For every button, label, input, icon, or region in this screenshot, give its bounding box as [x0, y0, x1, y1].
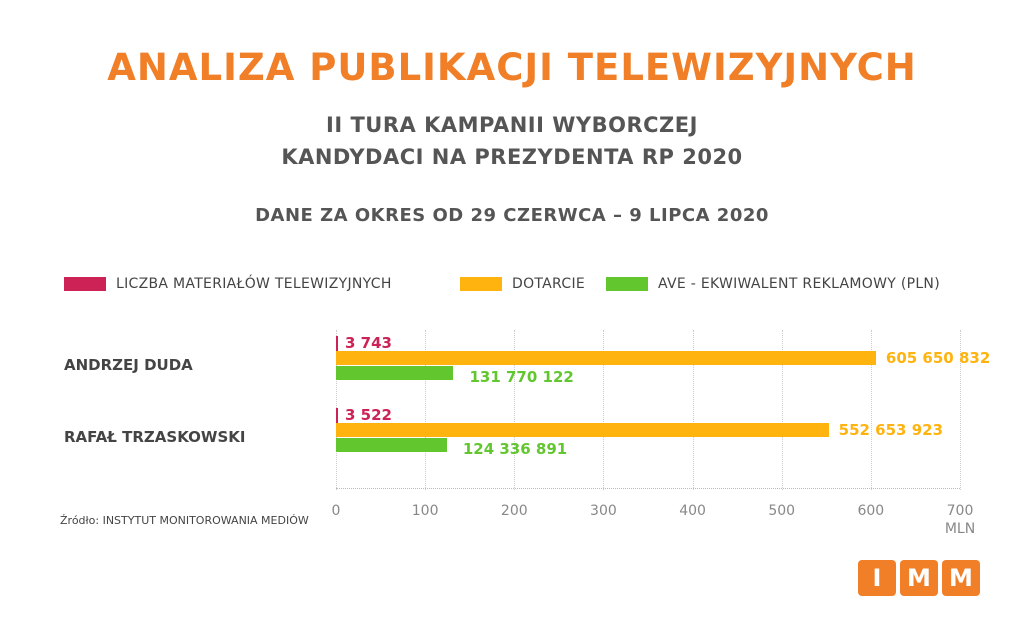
legend-item: AVE - EKWIWALENT REKLAMOWY (PLN) [606, 275, 940, 293]
gridline [870, 330, 872, 490]
legend-label: DOTARCIE [512, 276, 586, 292]
chart-title: ANALIZA PUBLIKACJI TELEWIZYJNYCH [107, 46, 917, 89]
legend-swatch [460, 277, 502, 291]
data-label: 3 743 [345, 334, 392, 352]
x-unit-label: MLN [944, 521, 976, 537]
x-tick-label: 400 [679, 503, 706, 519]
gridline [425, 330, 427, 490]
subtitle: KANDYDACI NA PREZYDENTA RP 2020 [281, 145, 743, 169]
x-tick-label: 600 [857, 503, 885, 519]
bar-ave [336, 366, 454, 380]
legend-item: LICZBA MATERIAŁÓW TELEWIZYJNYCH [64, 275, 392, 293]
x-tick-label: 200 [500, 503, 528, 519]
logo-letter: M [900, 560, 938, 596]
x-tick-label: 0 [331, 503, 341, 519]
gridline [603, 330, 605, 490]
x-tick-label: 100 [411, 503, 439, 519]
data-label: 124 336 891 [462, 440, 568, 458]
logo-letter: M [942, 560, 980, 596]
x-tick-label: 500 [768, 503, 796, 519]
legend-label: AVE - EKWIWALENT REKLAMOWY (PLN) [658, 276, 940, 292]
gridline [514, 330, 516, 490]
subtitle: II TURA KAMPANII WYBORCZEJ [326, 113, 698, 137]
data-label: 131 770 122 [469, 368, 574, 386]
bar-count [336, 336, 338, 351]
data-label: 552 653 923 [838, 421, 944, 439]
bar-ave [336, 438, 447, 452]
x-axis [336, 488, 960, 489]
gridline [692, 330, 694, 490]
bar-reach [336, 423, 829, 437]
legend-swatch [606, 277, 648, 291]
x-tick-label: 700 [946, 503, 974, 519]
logo-letter: I [858, 560, 896, 596]
bar-reach [336, 351, 876, 365]
data-label: 605 650 832 [885, 349, 991, 367]
gridline [960, 330, 961, 490]
source-note: Źródło: INSTYTUT MONITOROWANIA MEDIÓW [60, 514, 309, 527]
bar-count [336, 408, 338, 423]
period: DANE ZA OKRES OD 29 CZERWCA – 9 LIPCA 20… [255, 205, 769, 226]
legend-item: DOTARCIE [460, 275, 585, 293]
legend-label: LICZBA MATERIAŁÓW TELEWIZYJNYCH [116, 276, 392, 292]
data-label: 3 522 [345, 406, 392, 424]
x-tick-label: 300 [590, 503, 617, 519]
gridline [781, 330, 783, 490]
category-label: RAFAŁ TRZASKOWSKI [64, 428, 246, 446]
legend-swatch [64, 277, 106, 291]
category-label: ANDRZEJ DUDA [64, 356, 193, 374]
